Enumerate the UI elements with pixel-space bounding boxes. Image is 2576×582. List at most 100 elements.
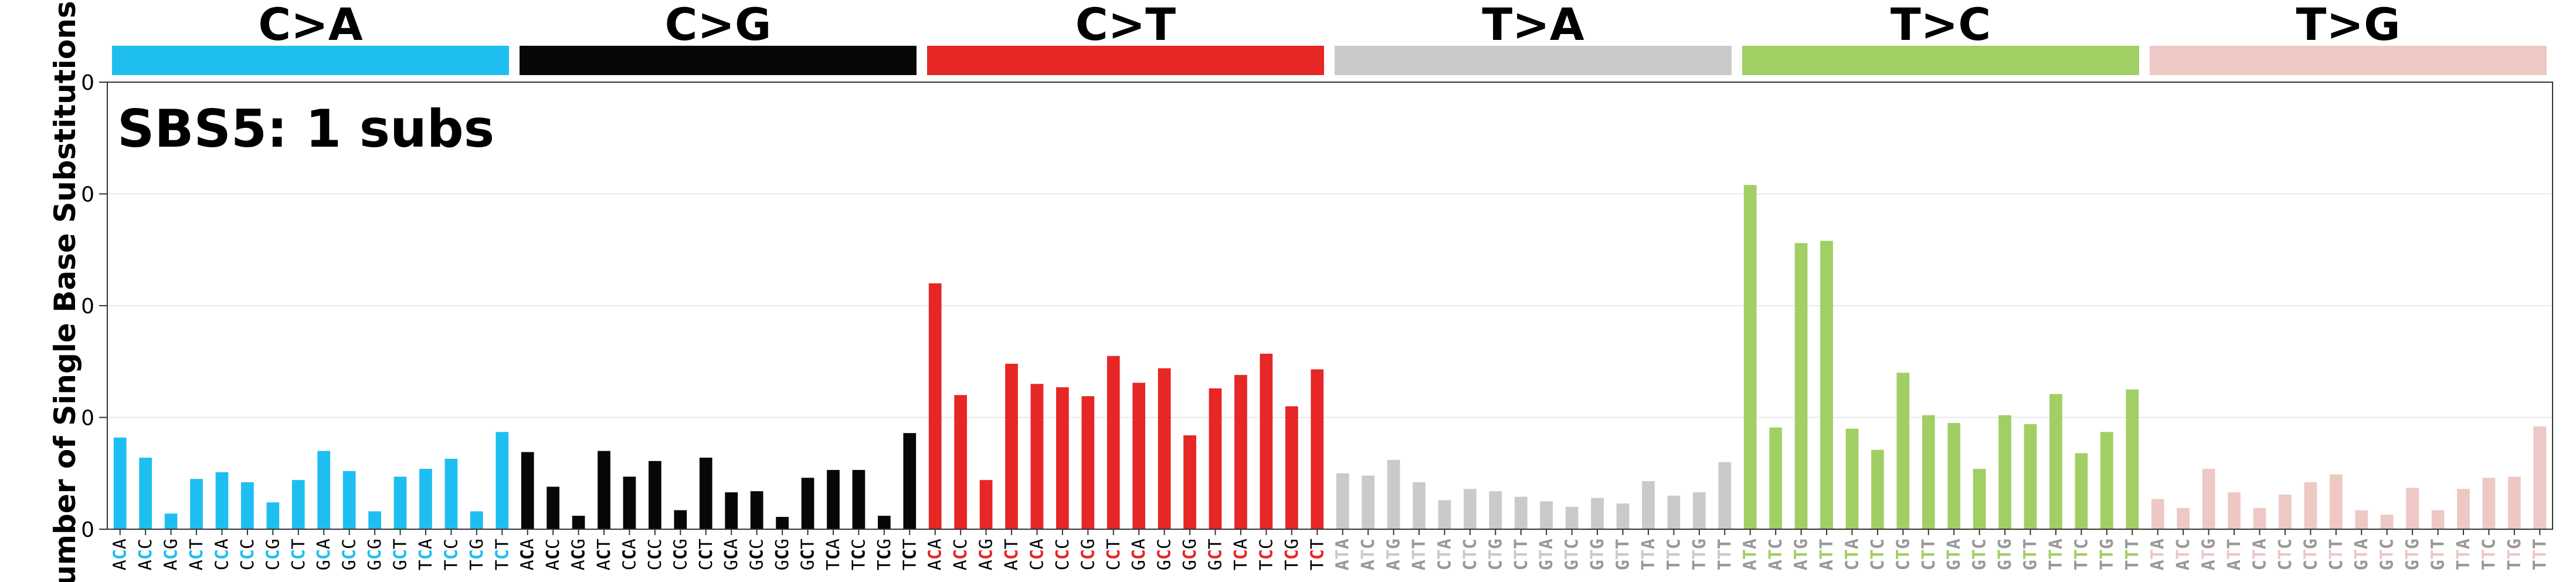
y-tick-label: 0 — [81, 407, 94, 431]
bar — [1005, 364, 1018, 529]
bar — [1107, 356, 1120, 529]
bar — [1311, 369, 1324, 529]
bar — [801, 478, 814, 529]
bar — [1413, 482, 1426, 529]
x-tick-label: CCC — [645, 539, 666, 570]
bar — [419, 469, 432, 529]
bar — [1922, 415, 1935, 529]
x-tick-label: ATG — [1791, 539, 1812, 570]
x-tick-label: TCA — [1231, 539, 1251, 570]
bar — [1718, 462, 1732, 529]
mutation-type-bar — [112, 46, 509, 75]
bar — [1260, 353, 1273, 529]
x-tick-label: ACA — [518, 539, 538, 570]
x-tick-label: ATA — [1740, 539, 1761, 570]
x-tick-label: GCG — [772, 539, 793, 570]
bar — [1540, 501, 1553, 529]
x-tick-label: CCT — [696, 539, 717, 570]
x-tick-label: ACA — [925, 539, 946, 570]
x-tick-label: ATG — [1384, 539, 1404, 570]
bar — [2253, 507, 2266, 529]
bar — [928, 283, 942, 529]
x-tick-label: GCT — [391, 539, 411, 570]
x-tick-label: GCA — [314, 539, 334, 570]
x-tick-label: CTC — [1460, 539, 1481, 570]
bar — [2177, 507, 2190, 529]
bar — [1667, 495, 1681, 529]
x-tick-label: GTC — [1562, 539, 1583, 570]
bar — [1336, 473, 1349, 529]
x-tick-label: TCG — [1282, 539, 1302, 570]
x-tick-label: ACG — [569, 539, 589, 570]
bar — [2279, 494, 2292, 529]
mutation-type-bar — [520, 46, 917, 75]
x-tick-label: CCG — [263, 539, 283, 570]
bar — [521, 452, 534, 529]
x-tick-label: TCT — [492, 539, 513, 570]
mutation-type-headers: C>A C>G C>T T>A T>C T>G — [112, 0, 2547, 75]
mutation-type-bar — [2150, 46, 2547, 75]
bar — [1209, 388, 1222, 529]
bar — [1820, 241, 1833, 529]
bar — [1591, 498, 1604, 529]
x-tick-label: ACT — [186, 539, 207, 570]
bar — [1362, 475, 1375, 529]
x-tick-label: ATC — [2173, 539, 2194, 570]
y-tick-label: 0 — [81, 183, 94, 207]
x-tick-label: TTC — [1664, 539, 1684, 570]
bar — [649, 461, 661, 529]
x-tick-label: TTA — [2046, 539, 2066, 570]
x-tick-label: ATT — [2224, 539, 2245, 570]
x-tick-label: TTC — [2071, 539, 2092, 570]
x-tick-label: CCG — [1078, 539, 1098, 570]
bar — [979, 480, 993, 529]
x-tick-label: GTA — [2351, 539, 2372, 570]
x-tick-label: GCG — [365, 539, 385, 570]
x-tick-label: GCA — [721, 539, 742, 570]
x-tick-label: CTG — [2300, 539, 2321, 570]
x-tick-label: TCC — [849, 539, 869, 570]
bar — [266, 502, 280, 529]
bar — [215, 472, 229, 529]
bar — [2049, 394, 2062, 529]
y-tick-label: 0 — [81, 71, 94, 95]
x-tick-label: ACC — [543, 539, 564, 570]
bar — [2406, 488, 2419, 529]
bar — [2075, 453, 2088, 529]
bar — [1285, 406, 1298, 529]
mutation-type-label: C>G — [665, 0, 772, 50]
x-tick-label: TTC — [2479, 539, 2499, 570]
x-tick-label: GCC — [747, 539, 768, 570]
x-tick-label: CCA — [212, 539, 232, 570]
y-tick-label: 0 — [81, 518, 94, 542]
bar — [1998, 415, 2011, 529]
x-tick-label: CTA — [1842, 539, 1862, 570]
chart-title: SBS5: 1 subs — [117, 99, 494, 159]
x-tick-label: TCT — [1307, 539, 1328, 570]
bar — [1030, 384, 1044, 529]
bar — [1081, 396, 1095, 529]
bar — [1845, 428, 1859, 529]
mutation-type-label: T>C — [1891, 0, 1991, 50]
x-tick-label: TTT — [1715, 539, 1735, 570]
x-tick-label: TTA — [1638, 539, 1659, 570]
x-tick-label: TCA — [823, 539, 844, 570]
bar — [1743, 185, 1757, 529]
x-tick-label: GTC — [2377, 539, 2398, 570]
x-tick-label: TCT — [900, 539, 920, 570]
bar — [674, 510, 687, 529]
bar — [113, 437, 127, 529]
mutation-type-bar — [1742, 46, 2139, 75]
bar — [2151, 499, 2164, 529]
bar — [241, 482, 254, 529]
x-tick-label: CTT — [2326, 539, 2347, 570]
bar — [1489, 491, 1502, 529]
bar — [877, 516, 891, 529]
x-tick-label: ACG — [161, 539, 182, 570]
x-tick-label: CTC — [1868, 539, 1888, 570]
gridlines — [107, 193, 2553, 418]
bar — [1692, 492, 1706, 529]
bar — [164, 513, 178, 529]
bar — [1438, 500, 1451, 529]
